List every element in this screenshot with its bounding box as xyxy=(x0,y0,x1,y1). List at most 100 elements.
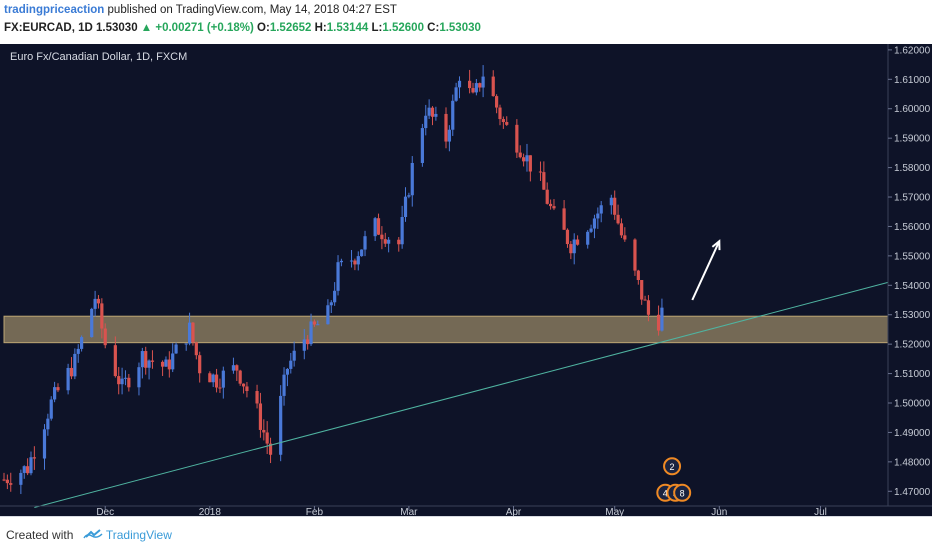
candle-body xyxy=(306,339,310,345)
candle-body xyxy=(32,457,36,459)
close-value: 1.53030 xyxy=(439,22,481,34)
price-chart[interactable]: 2438 1.620001.610001.600001.590001.58000… xyxy=(0,44,932,516)
candle-body xyxy=(73,353,77,377)
candle-body xyxy=(498,107,502,120)
price-tick-label: 1.50000 xyxy=(894,399,931,410)
candle-body xyxy=(123,377,128,379)
candle-body xyxy=(2,479,6,481)
candle-body xyxy=(127,377,131,388)
candle-body xyxy=(356,256,360,265)
candle-body xyxy=(22,466,26,473)
arrow-head-icon xyxy=(711,239,721,251)
candle-body xyxy=(410,162,414,196)
candle-body xyxy=(221,370,225,388)
candle-body xyxy=(565,229,570,245)
candle-body xyxy=(265,432,269,444)
candle-body xyxy=(245,386,249,392)
candle-body xyxy=(66,367,70,391)
trendline xyxy=(34,281,889,508)
candle-body xyxy=(468,80,472,89)
candle-body xyxy=(93,298,97,309)
candle-body xyxy=(451,100,455,130)
candle-body xyxy=(5,479,9,484)
candle-body xyxy=(218,387,222,389)
chart-header: tradingpriceaction published on TradingV… xyxy=(0,0,932,44)
price-tick-label: 1.48000 xyxy=(894,457,931,468)
candle-body xyxy=(495,96,499,108)
candle-body xyxy=(9,483,13,485)
candle-body xyxy=(103,328,107,346)
tradingview-brand[interactable]: TradingView xyxy=(105,528,172,542)
tradingview-cloud-icon[interactable] xyxy=(83,528,103,543)
candle-body xyxy=(646,300,651,315)
author-link[interactable]: tradingpriceaction xyxy=(4,4,105,16)
candle-body xyxy=(373,218,377,237)
price-change: ▲ +0.00271 (+0.18%) xyxy=(140,22,254,34)
time-tick-label: Feb xyxy=(306,507,324,516)
candle-body xyxy=(198,355,202,374)
candle-body xyxy=(231,365,236,371)
candle-body xyxy=(360,249,364,257)
candle-body xyxy=(444,113,448,142)
candle-body xyxy=(171,353,175,370)
candle-body xyxy=(282,374,286,396)
candle-body xyxy=(164,359,168,367)
candle-body xyxy=(572,239,576,254)
candle-body xyxy=(491,76,495,97)
candle-body xyxy=(255,391,259,404)
candle-body xyxy=(400,217,404,245)
candle-body xyxy=(80,337,84,349)
candle-body xyxy=(258,403,263,430)
candle-body xyxy=(589,228,593,232)
chart-area[interactable]: 2438 1.620001.610001.600001.590001.58000… xyxy=(0,44,932,516)
support-resistance-zone xyxy=(3,315,889,344)
candle-body xyxy=(528,155,532,172)
price-tick-label: 1.55000 xyxy=(894,251,931,262)
candle-body xyxy=(656,314,661,331)
candle-body xyxy=(117,376,121,385)
price-tick-label: 1.56000 xyxy=(894,222,931,233)
candle-body xyxy=(194,342,198,356)
price-tick-label: 1.61000 xyxy=(894,75,931,86)
candle-body xyxy=(515,124,519,153)
candle-body xyxy=(90,308,94,338)
candle-body xyxy=(471,88,475,93)
candle-body xyxy=(279,395,283,455)
published-text: published on TradingView.com, May 14, 20… xyxy=(104,4,397,16)
candle-body xyxy=(167,359,171,370)
candle-body xyxy=(552,206,556,209)
candle-body xyxy=(363,236,367,250)
candle-body xyxy=(69,367,74,377)
event-badge-count: 8 xyxy=(680,488,685,498)
candle-body xyxy=(140,351,144,368)
candle-body xyxy=(403,196,408,218)
candle-body xyxy=(336,262,340,291)
price-tick-label: 1.52000 xyxy=(894,340,931,351)
high-value: 1.53144 xyxy=(326,22,369,34)
candle-body xyxy=(454,87,458,101)
candle-body xyxy=(349,260,354,262)
candle-body xyxy=(49,399,53,419)
candle-body xyxy=(333,290,337,303)
candle-body xyxy=(214,374,219,388)
candle-body xyxy=(46,418,50,430)
candle-body xyxy=(285,368,290,375)
candle-body xyxy=(430,107,435,117)
candle-body xyxy=(113,345,117,377)
candle-body xyxy=(575,239,580,245)
low-label: L: xyxy=(368,22,383,34)
time-tick-label: 2018 xyxy=(199,507,222,516)
candle-body xyxy=(427,107,431,116)
candle-body xyxy=(586,231,590,245)
time-tick-label: Mar xyxy=(400,507,418,516)
candle-body xyxy=(235,365,239,371)
candle-body xyxy=(96,298,101,304)
time-tick-label: Jun xyxy=(711,507,727,516)
price-tick-label: 1.62000 xyxy=(894,45,931,56)
candle-body xyxy=(42,429,47,459)
candle-body xyxy=(420,128,424,163)
candle-body xyxy=(312,321,317,325)
footer: Created with TradingView xyxy=(0,516,932,551)
candle-body xyxy=(636,270,640,281)
candle-body xyxy=(160,361,165,367)
